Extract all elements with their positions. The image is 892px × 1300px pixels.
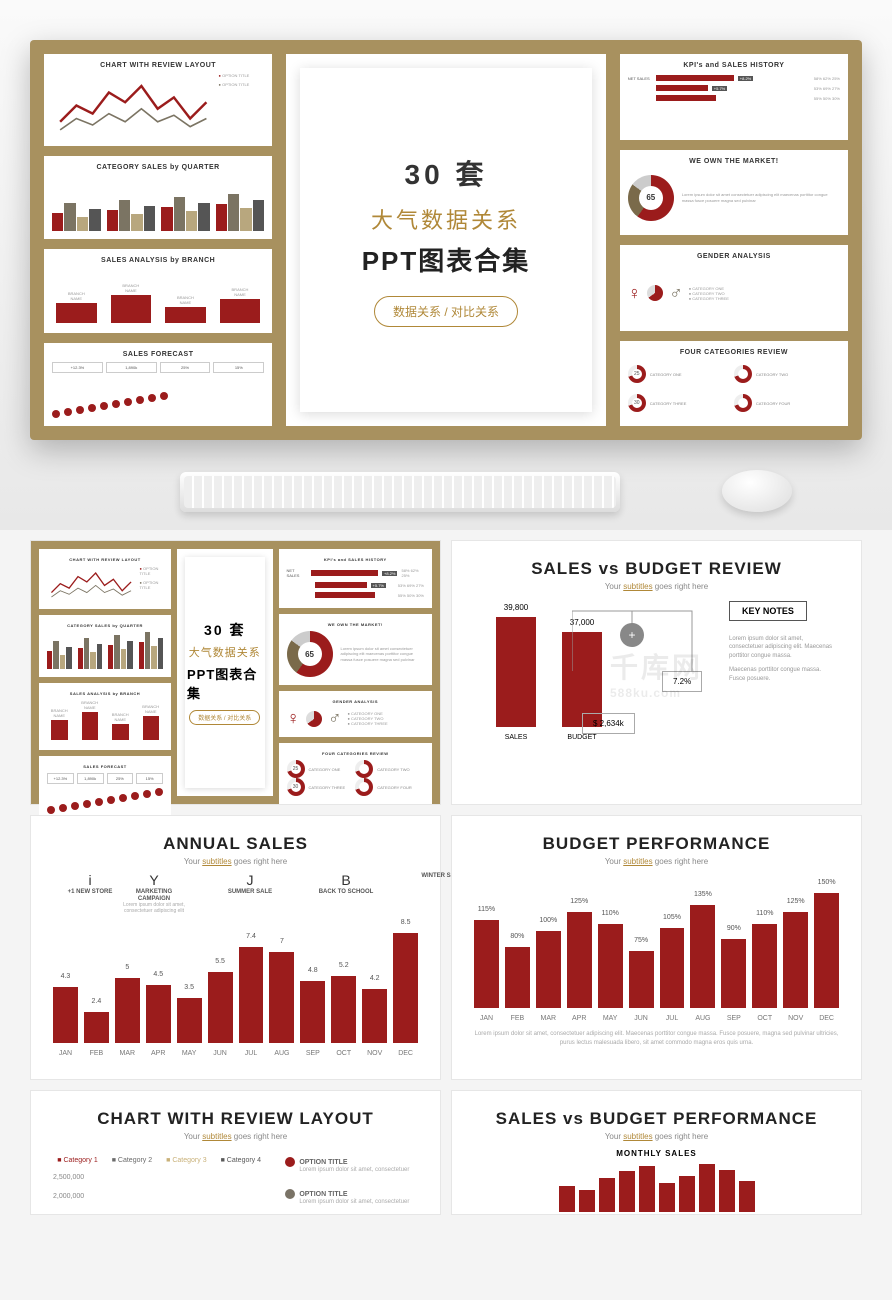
svb-subtitle: Your Your subtitles goes right heresubti…: [474, 582, 839, 591]
budget-bars: 115%JAN80%FEB100%MAR125%APR110%MAY75%JUN…: [474, 888, 839, 1008]
cover-title: PPT图表合集: [362, 241, 531, 278]
mini-slide: SALES ANALYSIS by BRANCHBRANCHNAMEBRANCH…: [39, 683, 171, 750]
mini-slide: WE OWN THE MARKET!65Lorem ipsum dolor si…: [279, 614, 432, 685]
crl-options: OPTION TITLELorem ipsum dolor sit amet, …: [285, 1157, 418, 1205]
thumb-btn: 数据关系 / 对比关系: [189, 710, 260, 725]
annual-title: ANNUAL SALES: [53, 834, 418, 854]
svbp-bars: [474, 1164, 839, 1212]
mini-slide: FOUR CATEGORIES REVIEW25CATEGORY ONECATE…: [620, 341, 848, 427]
cover-tag-button[interactable]: 数据关系 / 对比关系: [374, 296, 518, 327]
center-title-card: 30 套 大气数据关系 PPT图表合集 数据关系 / 对比关系: [286, 54, 606, 426]
crl-ytick: 2,500,000: [53, 1174, 265, 1181]
slide-sales-vs-budget[interactable]: 千库网588ku.com SALES vs BUDGET REVIEW Your…: [451, 540, 862, 805]
svb-diff: $ 2,634k: [582, 713, 635, 734]
mini-slide: KPI's and SALES HISTORYNET SALES+8.2%58%…: [620, 54, 848, 140]
slide-chart-review[interactable]: CHART WITH REVIEW LAYOUT Your subtitles …: [30, 1090, 441, 1215]
mini-slide: KPI's and SALES HISTORYNET SALES+8.2%58%…: [279, 549, 432, 608]
annual-bars: 4.3JAN2.4FEB5MAR4.5APR3.5MAY5.5JUN7.4JUL…: [53, 923, 418, 1043]
mini-slide: SALES FORECAST+12.3%1,890k25%15%: [44, 343, 272, 426]
mini-slide: CATEGORY SALES by QUARTER: [44, 156, 272, 239]
svbp-subtitle: Your subtitles goes right here: [474, 1132, 839, 1141]
mini-slide: GENDER ANALYSIS♀♂● CATEGORY ONE● CATEGOR…: [620, 245, 848, 331]
mini-slide: SALES FORECAST+12.3%1,890k25%15%: [39, 756, 171, 822]
keynotes-text2: Maecenas porttitor congue massa. Fusce p…: [729, 666, 839, 683]
thumb-count: 30 套: [204, 620, 245, 640]
svb-pct: 7.2%: [662, 671, 702, 692]
annual-subtitle: Your subtitles goes right here: [53, 857, 418, 866]
cover-count: 30 套: [405, 153, 488, 193]
mini-slide: CHART WITH REVIEW LAYOUT● OPTION TITLE● …: [44, 54, 272, 146]
mini-slide: FOUR CATEGORIES REVIEW25CATEGORY ONECATE…: [279, 743, 432, 804]
mini-slide: SALES ANALYSIS by BRANCHBRANCHNAMEBRANCH…: [44, 249, 272, 332]
mouse-graphic: [722, 470, 792, 512]
mini-slide: CHART WITH REVIEW LAYOUT● OPTION TITLE● …: [39, 549, 171, 609]
svbp-title: SALES vs BUDGET PERFORMANCE: [474, 1109, 839, 1129]
slide-svb-performance[interactable]: SALES vs BUDGET PERFORMANCE Your subtitl…: [451, 1090, 862, 1215]
mini-slide: GENDER ANALYSIS♀♂● CATEGORY ONE● CATEGOR…: [279, 691, 432, 737]
svb-connector: [572, 601, 732, 681]
svb-title: SALES vs BUDGET REVIEW: [474, 559, 839, 579]
slide-annual-sales[interactable]: ANNUAL SALES Your subtitles goes right h…: [30, 815, 441, 1080]
crl-legend: Category 1Category 2Category 3Category 4: [53, 1157, 265, 1164]
slide-budget-performance[interactable]: BUDGET PERFORMANCE Your subtitles goes r…: [451, 815, 862, 1080]
mini-slide: CATEGORY SALES by QUARTER: [39, 615, 171, 677]
mini-slide: WE OWN THE MARKET!65Lorem ipsum dolor si…: [620, 150, 848, 236]
plus-icon: +: [620, 623, 644, 647]
budget-subtitle: Your subtitles goes right here: [474, 857, 839, 866]
hero-section: CHART WITH REVIEW LAYOUT● OPTION TITLE● …: [0, 0, 892, 530]
budget-title: BUDGET PERFORMANCE: [474, 834, 839, 854]
svbp-chart-title: MONTHLY SALES: [474, 1149, 839, 1158]
crl-subtitle: Your subtitles goes right here: [53, 1132, 418, 1141]
keynotes-title: KEY NOTES: [729, 601, 807, 621]
right-mini-column: KPI's and SALES HISTORYNET SALES+8.2%58%…: [620, 54, 848, 426]
keyboard-graphic: [180, 472, 620, 512]
slide-grid: CHART WITH REVIEW LAYOUT● OPTION TITLE● …: [0, 530, 892, 1235]
crl-title: CHART WITH REVIEW LAYOUT: [53, 1109, 418, 1129]
thumb-title: PPT图表合集: [187, 664, 263, 702]
cover-subtitle: 大气数据关系: [371, 203, 521, 235]
crl-ytick2: 2,000,000: [53, 1193, 265, 1200]
main-cover-board: CHART WITH REVIEW LAYOUT● OPTION TITLE● …: [30, 40, 862, 440]
keynotes-panel: KEY NOTES Lorem ipsum dolor sit amet, co…: [729, 601, 839, 683]
keynotes-text1: Lorem ipsum dolor sit amet, consectetuer…: [729, 635, 839, 660]
slide-cover-thumb[interactable]: CHART WITH REVIEW LAYOUT● OPTION TITLE● …: [30, 540, 441, 805]
thumb-sub: 大气数据关系: [189, 644, 261, 660]
left-mini-column: CHART WITH REVIEW LAYOUT● OPTION TITLE● …: [44, 54, 272, 426]
budget-footer: Lorem ipsum dolor sit amet, consectetuer…: [474, 1030, 839, 1048]
